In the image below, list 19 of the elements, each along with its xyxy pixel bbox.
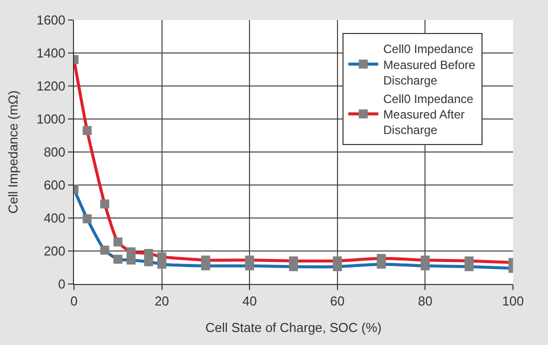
legend-label: Cell0 Impedance Measured Before Discharge (383, 42, 476, 88)
y-tick-label: 1200 (36, 78, 66, 94)
y-tick-label: 0 (58, 276, 66, 292)
legend-label: Cell0 Impedance Measured After Discharge (383, 92, 474, 138)
x-tick-label: 60 (330, 294, 345, 309)
x-tick-label: 40 (242, 294, 257, 309)
y-tick-label: 1600 (36, 12, 66, 28)
y-tick-label: 400 (44, 210, 66, 226)
y-axis-title: Cell Impedance (mΩ) (5, 90, 20, 214)
x-tick-label: 100 (502, 294, 524, 309)
x-tick-label: 20 (154, 294, 170, 309)
x-tick-label: 80 (418, 294, 432, 309)
y-tick-label: 1400 (36, 46, 66, 61)
y-tick-label: 200 (44, 244, 66, 259)
x-axis-title: Cell State of Charge, SOC (%) (205, 320, 382, 336)
x-tick-label: 0 (70, 294, 78, 309)
y-tick-label: 600 (44, 178, 66, 193)
y-tick-label: 800 (44, 144, 66, 160)
y-tick-label: 1000 (36, 112, 66, 127)
